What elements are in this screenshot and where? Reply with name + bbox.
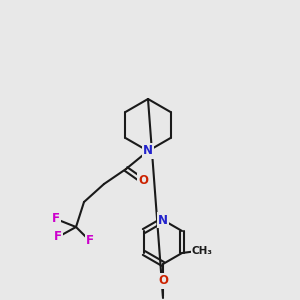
Text: O: O	[158, 274, 168, 287]
Text: N: N	[158, 214, 168, 226]
Text: N: N	[143, 145, 153, 158]
Text: F: F	[52, 212, 60, 226]
Text: CH₃: CH₃	[192, 246, 213, 256]
Text: F: F	[54, 230, 62, 244]
Text: O: O	[138, 175, 148, 188]
Text: F: F	[86, 235, 94, 248]
